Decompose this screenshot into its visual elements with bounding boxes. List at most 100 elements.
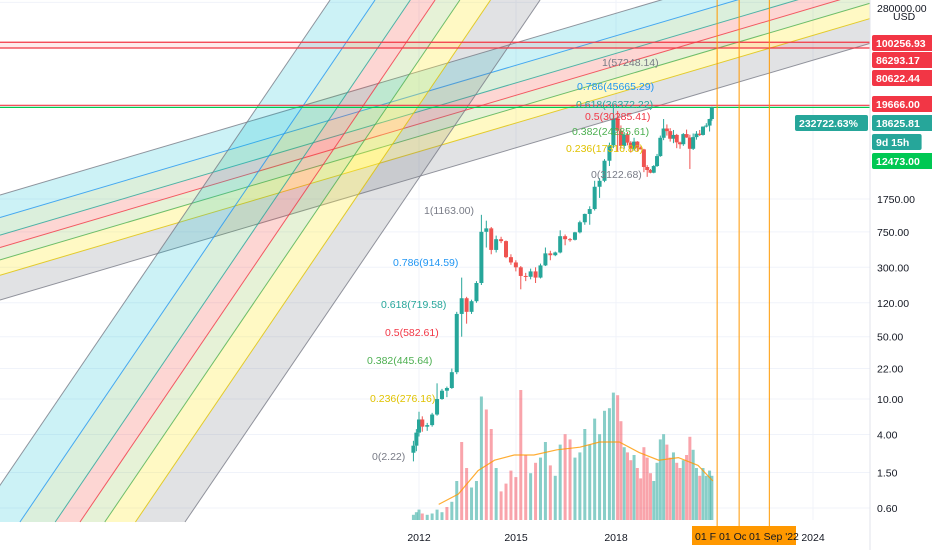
candle-body-3 [420,419,425,427]
candle-body-38 [592,186,597,210]
candle-body-4 [425,425,430,427]
vertical-lines[interactable] [716,0,770,530]
candle-body-56 [658,137,663,157]
volume-bar-71 [708,470,712,520]
price-tag-4: 18625.81 [876,118,920,130]
shallow-band-5 [0,18,870,300]
candle-body-66 [691,137,696,149]
time-tags[interactable]: 01 F 01 Oc 01 Sep '22 [692,526,799,545]
volume-bar-13 [470,487,474,520]
volume-bar-11 [460,442,464,520]
volume-bar-57 [662,434,666,520]
steep-line-2 [54,0,411,523]
fib1-label-5: 0.236(276.16) [370,393,435,405]
volume-bar-46 [625,452,629,520]
time-tag-bg-2 [746,526,796,545]
volume-bar-64 [685,455,689,520]
shallow-band-3 [0,0,870,260]
volume-bar-59 [668,457,672,520]
volume-bar-0 [411,514,415,520]
volume-bar-8 [445,507,449,520]
volume-bar-20 [504,483,508,520]
steep-band-0 [0,0,376,522]
fib2-label-3: 0.5(30285.41) [585,111,650,123]
volume-bar-49 [635,468,639,520]
volume-bar-52 [645,457,649,520]
volume-bar-36 [583,429,587,520]
volume-bar-9 [450,501,454,520]
volume-bar-3 [420,513,424,520]
volume-bar-39 [598,434,602,520]
steep-band-3 [80,0,460,522]
price-tag-bg-1 [872,52,932,68]
fib-channels[interactable] [0,0,871,523]
candle-body-60 [671,134,676,139]
steep-line-1 [19,0,376,523]
volume-bar-24 [524,455,528,520]
volume-bar-4 [425,514,429,520]
price-tag-bg-5 [872,134,922,150]
candle-body-44 [618,130,623,146]
fib1-label-3: 0.5(582.61) [385,327,439,339]
volume-bar-18 [494,468,498,520]
shallow-line-5 [0,18,871,276]
volume-bar-22 [514,477,518,520]
candle-body-22 [513,262,518,268]
y-tick-label-10: 0.60 [877,503,898,515]
steep-line-4 [104,0,461,523]
volume-bar-42 [611,392,615,520]
steep-band-4 [104,0,491,522]
percent-tag: 232722.63% [799,118,859,130]
horizontal-lines[interactable] [0,41,870,109]
shallow-line-6 [0,42,871,301]
volume-bar-69 [701,468,705,520]
fib1-label-6: 0(2.22) [372,451,405,463]
time-tag-2: 01 Sep '22 [749,531,799,543]
volume-bar-53 [648,473,652,520]
candle-body-18 [494,239,499,250]
candle-body-58 [664,128,669,132]
candle-body-7 [439,390,444,400]
price-axis[interactable]: 280000.00 1750.00 750.00 300.00 120.00 50.00 2… [877,3,927,515]
candle-body-65 [687,137,692,149]
price-tag-0: 100256.93 [876,38,926,50]
fib1-label-4: 0.382(445.64) [367,355,432,367]
volume-bar-38 [593,418,597,520]
candle-body-53 [648,170,653,173]
fib1-label-1: 0.786(914.59) [393,257,458,269]
volume-bar-2 [417,509,421,520]
time-axis[interactable]: 2012 2015 2018 2024 [407,532,825,544]
x-tick-label-2: 2018 [604,532,628,544]
candle-body-31 [558,236,563,253]
time-tag-0: 01 F [695,531,716,543]
x-tick-label-1: 2015 [504,532,528,544]
y-tick-label-4: 120.00 [877,298,909,310]
y-tick-label-3: 300.00 [877,262,909,274]
price-tag-bg-6 [872,153,932,169]
volume-bar-40 [603,410,607,520]
candle-body-28 [543,253,548,266]
volume-bar-19 [499,491,503,520]
volume-bar-30 [553,475,557,520]
volume-bar-44 [619,421,623,520]
volume-bar-14 [474,481,478,520]
candle-body-10 [454,313,459,373]
currency-label: USD [893,11,916,23]
volume-bars [411,390,714,520]
candle-body-24 [523,275,528,277]
volume-bar-31 [558,444,562,520]
y-tick-label-2: 750.00 [877,227,909,239]
volume-bar-21 [509,470,513,520]
percent-tag-bg [795,115,868,131]
candle-body-61 [674,134,679,143]
candle-body-40 [602,160,607,181]
price-tags[interactable]: 100256.93 86293.17 80622.44 19666.00 18625.8… [795,35,932,169]
candle-body-68 [697,133,702,135]
candle-body-47 [628,142,633,149]
time-tag-bg-0 [692,526,716,545]
candle-body-51 [641,149,646,167]
candle-body-54 [651,166,656,173]
candle-body-2 [417,419,421,433]
fib1-label-0: 1(1163.00) [424,205,474,217]
